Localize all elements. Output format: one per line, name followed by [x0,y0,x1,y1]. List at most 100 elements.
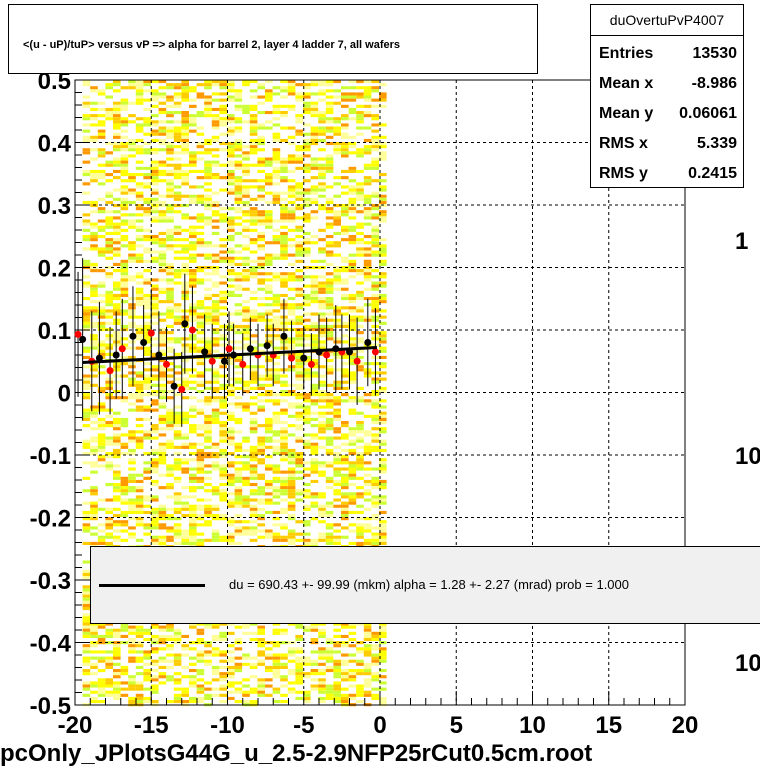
heatmap-cell [356,111,364,115]
heatmap-cell [325,272,334,276]
heatmap-cell [280,470,288,474]
heatmap-cell [105,665,113,669]
heatmap-cell [97,176,106,180]
heatmap-cell [249,504,258,508]
heatmap-cell [120,166,129,170]
heatmap-cell [379,430,387,434]
heatmap-cell [333,275,341,279]
heatmap-cell [219,92,227,96]
heatmap-cell [234,662,243,666]
heatmap-cell [128,507,136,511]
heatmap-cell [173,228,182,232]
heatmap-cell [97,269,106,273]
heatmap-cell [265,377,273,381]
heatmap-cell [227,250,235,254]
heatmap-cell [113,142,121,146]
heatmap-cell [249,269,258,273]
heatmap-cell [158,647,167,651]
heatmap-cell [189,541,197,545]
heatmap-cell [234,417,243,421]
heatmap-cell [272,191,281,195]
heatmap-cell [135,665,144,669]
heatmap-cell [341,92,349,96]
heatmap-cell [128,303,136,307]
heatmap-cell [189,98,197,102]
heatmap-cell [181,80,189,84]
heatmap-cell [325,300,334,304]
heatmap-cell [105,396,113,400]
heatmap-cell [97,427,106,431]
heatmap-cell [242,383,250,387]
heatmap-cell [234,120,243,124]
heatmap-cell [265,693,273,697]
heatmap-cell [287,219,296,223]
heatmap-cell [128,362,136,366]
data-point [208,357,216,365]
heatmap-cell [295,622,303,626]
heatmap-cell [280,114,288,118]
data-point [112,351,120,359]
heatmap-cell [204,182,212,186]
heatmap-cell [341,501,349,505]
heatmap-cell [280,210,288,214]
heatmap-cell [318,247,326,251]
heatmap-cell [242,402,250,406]
heatmap-cell [341,117,349,121]
heatmap-cell [318,634,326,638]
heatmap-cell [363,625,372,629]
heatmap-cell [143,368,151,372]
heatmap-cell [333,473,341,477]
heatmap-cell [196,687,205,691]
heatmap-cell [280,89,288,93]
heatmap-cell [173,461,182,465]
heatmap-cell [204,98,212,102]
heatmap-cell [303,104,311,108]
heatmap-cell [166,337,174,341]
heatmap-cell [303,374,311,378]
heatmap-cell [371,157,379,161]
heatmap-cell [173,510,182,514]
heatmap-cell [211,414,220,418]
heatmap-cell [105,303,113,307]
heatmap-cell [257,386,265,390]
heatmap-cell [318,687,326,691]
heatmap-cell [280,238,288,242]
heatmap-cell [90,383,98,387]
heatmap-cell [318,250,326,254]
heatmap-cell [219,700,227,704]
heatmap-cell [151,634,159,638]
heatmap-cell [166,179,174,183]
heatmap-cell [196,111,205,115]
heatmap-cell [219,219,227,223]
heatmap-cell [265,535,273,539]
heatmap-cell [249,662,258,666]
heatmap-cell [280,427,288,431]
heatmap-cell [211,653,220,657]
heatmap-cell [356,662,364,666]
heatmap-cell [181,163,189,167]
heatmap-cell [82,669,91,673]
heatmap-cell [295,253,303,257]
heatmap-cell [287,669,296,673]
heatmap-cell [120,343,129,347]
heatmap-cell [265,374,273,378]
heatmap-cell [356,486,364,490]
heatmap-cell [265,256,273,260]
heatmap-cell [333,269,341,273]
heatmap-cell [211,665,220,669]
heatmap-cell [287,653,296,657]
heatmap-cell [113,495,121,499]
heatmap-cell [356,672,364,676]
heatmap-cell [90,439,98,443]
heatmap-cell [303,408,311,412]
heatmap-cell [135,166,144,170]
heatmap-cell [113,656,121,660]
heatmap-cell [105,656,113,660]
heatmap-cell [272,399,281,403]
heatmap-cell [211,300,220,304]
heatmap-cell [128,498,136,502]
heatmap-cell [234,129,243,133]
heatmap-cell [318,343,326,347]
heatmap-cell [341,486,349,490]
heatmap-cell [295,120,303,124]
